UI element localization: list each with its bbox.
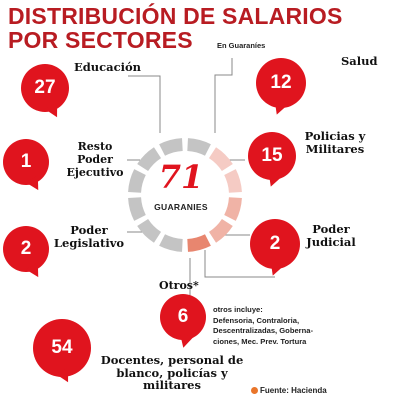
label-line: Docentes, personal de xyxy=(100,353,244,367)
label-line: Judicial xyxy=(306,235,356,249)
bubble-otros: 6 Otros* xyxy=(0,0,206,350)
center-total-value: 71 xyxy=(158,158,204,196)
bubble-policias-militares: 15 Policias y Militares xyxy=(0,0,365,190)
otros-note-line: Descentralizadas, Goberna- xyxy=(213,326,314,335)
label-line: Poder xyxy=(312,222,350,236)
ring-segment xyxy=(208,218,233,243)
otros-note: otros incluye: Defensoria, Contraloria, … xyxy=(213,305,400,347)
source-text: Fuente: Hacienda xyxy=(260,386,327,395)
label-line: blanco, policías y xyxy=(116,365,228,380)
center-total-unit: GUARANIES xyxy=(154,202,208,212)
bubble-poder-legislativo: 2 Poder Legislativo xyxy=(0,0,124,281)
label-line: Educación xyxy=(74,60,142,74)
otros-note-line: otros incluye: xyxy=(213,305,263,314)
label-line: Resto xyxy=(77,140,113,153)
ring-segment xyxy=(224,169,242,193)
ring-segment xyxy=(187,138,211,156)
ring-segment xyxy=(159,234,183,252)
ring-segment xyxy=(137,147,162,172)
label-resto-poder-ejecutivo: Resto Poder Ejecutivo xyxy=(65,140,125,179)
label-otros: Otros* xyxy=(159,279,199,292)
label-line: Ejecutivo xyxy=(66,166,124,179)
label-policias-militares: Policias y Militares xyxy=(303,130,367,156)
ring-segment xyxy=(159,138,183,156)
value-circle-docentes-total: 54 xyxy=(33,319,91,377)
bubble-poder-judicial: 2 Poder Judicial xyxy=(0,0,356,279)
bubble-resto-poder-ejecutivo: 1 Resto Poder Ejecutivo xyxy=(0,0,124,194)
label-salud: Salud xyxy=(341,55,378,68)
label-line: Poder xyxy=(70,223,108,237)
ring-segment xyxy=(224,197,242,221)
bubble-educacion: 27 Educación xyxy=(0,0,141,121)
bubble-docentes-total: 54 Docentes, personal de blanco, policía… xyxy=(0,0,243,391)
chart-title: DISTRIBUCIÓN DE SALARIOS POR SECTORES xyxy=(8,4,342,52)
label-line: Legislativo xyxy=(53,236,125,250)
label-educacion: Educación xyxy=(74,61,141,74)
ring-segment xyxy=(208,147,233,172)
value-circle-salud: 12 xyxy=(256,58,306,108)
source-dot-icon xyxy=(251,387,258,394)
ring-segment xyxy=(137,218,162,243)
ring-segment xyxy=(128,169,146,193)
label-line: Policias y xyxy=(304,129,366,143)
ring-segment xyxy=(128,197,146,221)
value-circle-resto-poder-ejecutivo: 1 xyxy=(3,139,49,185)
value-circle-poder-judicial: 2 xyxy=(250,219,300,269)
title-line-1: DISTRIBUCIÓN DE SALARIOS xyxy=(8,3,343,29)
connector-line xyxy=(214,58,233,133)
value-circle-poder-legislativo: 2 xyxy=(3,226,49,272)
ring-segment xyxy=(187,234,211,252)
label-poder-judicial: Poder Judicial xyxy=(302,223,360,249)
label-line: Militares xyxy=(305,142,365,156)
source-credit: Fuente: Hacienda xyxy=(251,386,327,395)
otros-note-line: Defensoria, Contraloria, xyxy=(213,315,300,325)
label-line: Otros* xyxy=(159,279,199,292)
label-poder-legislativo: Poder Legislativo xyxy=(53,224,125,250)
title-line-2: POR SECTORES xyxy=(8,27,193,53)
label-line: Salud xyxy=(341,54,378,68)
value-circle-policias-militares: 15 xyxy=(248,132,296,180)
bubble-salud: 12 Salud xyxy=(0,0,378,118)
label-line: militares xyxy=(143,378,201,392)
value-circle-otros: 6 xyxy=(160,294,206,340)
chart-subtitle: En Guaraníes xyxy=(217,41,266,50)
label-line: Poder xyxy=(77,153,113,166)
value-circle-educacion: 27 xyxy=(21,64,69,112)
connector-line xyxy=(128,75,161,133)
connector-line xyxy=(204,250,275,278)
otros-note-line: ciones, Mec. Prev. Tortura xyxy=(213,336,307,346)
label-docentes-total: Docentes, personal de blanco, policías y… xyxy=(96,354,248,392)
